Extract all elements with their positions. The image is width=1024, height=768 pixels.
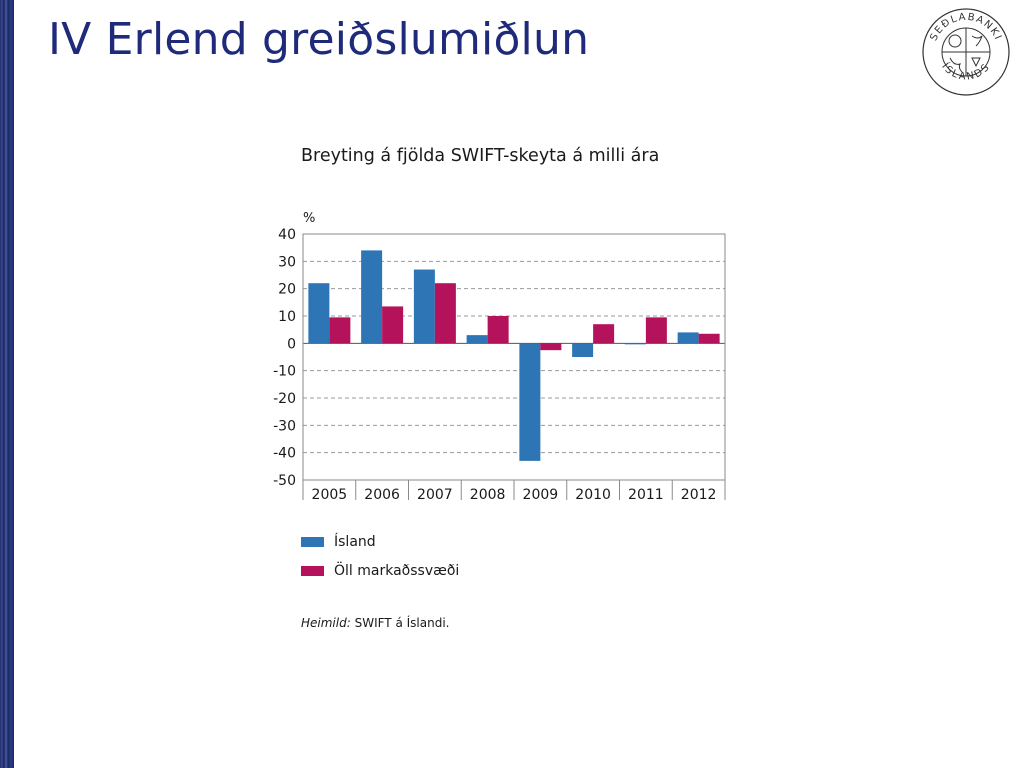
x-tick-label: 2007 <box>417 487 453 503</box>
x-tick-label: 2010 <box>575 487 611 503</box>
bar-island-2011 <box>624 343 646 345</box>
y-tick-label: -10 <box>273 364 296 380</box>
bar-oll-markadssvaedi-2009 <box>540 343 562 351</box>
x-tick-label: 2006 <box>364 487 400 503</box>
bar-oll-markadssvaedi-2012 <box>698 333 720 344</box>
y-tick-label: -40 <box>273 446 296 462</box>
x-tick-label: 2012 <box>681 487 717 503</box>
bar-island-2008 <box>466 335 488 344</box>
x-tick-label: 2005 <box>312 487 348 503</box>
legend-label-oll-markadssvaedi: Öll markaðssvæði <box>334 563 460 579</box>
y-tick-label: -30 <box>273 418 296 434</box>
y-tick-label: -20 <box>273 391 296 407</box>
y-axis-unit-label: % <box>303 211 315 226</box>
x-tick-label: 2009 <box>523 487 559 503</box>
x-tick-label: 2008 <box>470 487 506 503</box>
bar-island-2005 <box>308 283 330 344</box>
y-tick-label: 40 <box>278 227 296 243</box>
bar-oll-markadssvaedi-2007 <box>434 283 456 344</box>
bar-oll-markadssvaedi-2010 <box>593 324 615 344</box>
bar-oll-markadssvaedi-2006 <box>382 306 404 344</box>
legend-item-island: Ísland <box>301 532 376 552</box>
bar-island-2006 <box>361 250 383 344</box>
legend-swatch-island <box>301 537 324 547</box>
y-tick-label: 0 <box>287 336 296 352</box>
legend-swatch-oll-markadssvaedi <box>301 566 324 576</box>
legend-label-island: Ísland <box>334 534 376 550</box>
y-tick-label: 20 <box>278 282 296 298</box>
source-note: Heimild: SWIFT á Íslandi. <box>301 616 449 630</box>
bar-island-2010 <box>572 343 594 357</box>
bar-island-2009 <box>519 343 541 461</box>
y-tick-label: 30 <box>278 254 296 270</box>
legend-item-oll-markadssvaedi: Öll markaðssvæði <box>301 561 459 581</box>
bar-island-2012 <box>677 332 699 344</box>
bar-oll-markadssvaedi-2005 <box>329 317 351 344</box>
source-text: SWIFT á Íslandi. <box>354 616 450 630</box>
y-tick-label: -50 <box>273 473 296 489</box>
sedlabanki-logo: SEÐLABANKI ÍSLANDS <box>922 8 1010 96</box>
left-decorative-band <box>0 0 14 768</box>
bar-oll-markadssvaedi-2011 <box>645 317 667 344</box>
source-label: Heimild: <box>301 616 351 630</box>
bar-oll-markadssvaedi-2008 <box>487 316 509 344</box>
y-tick-label: 10 <box>278 309 296 325</box>
bar-island-2007 <box>413 269 435 344</box>
slide-title: IV Erlend greiðslumiðlun <box>48 14 590 65</box>
x-tick-label: 2011 <box>628 487 664 503</box>
chart-title: Breyting á fjölda SWIFT-skeyta á milli á… <box>301 146 660 166</box>
